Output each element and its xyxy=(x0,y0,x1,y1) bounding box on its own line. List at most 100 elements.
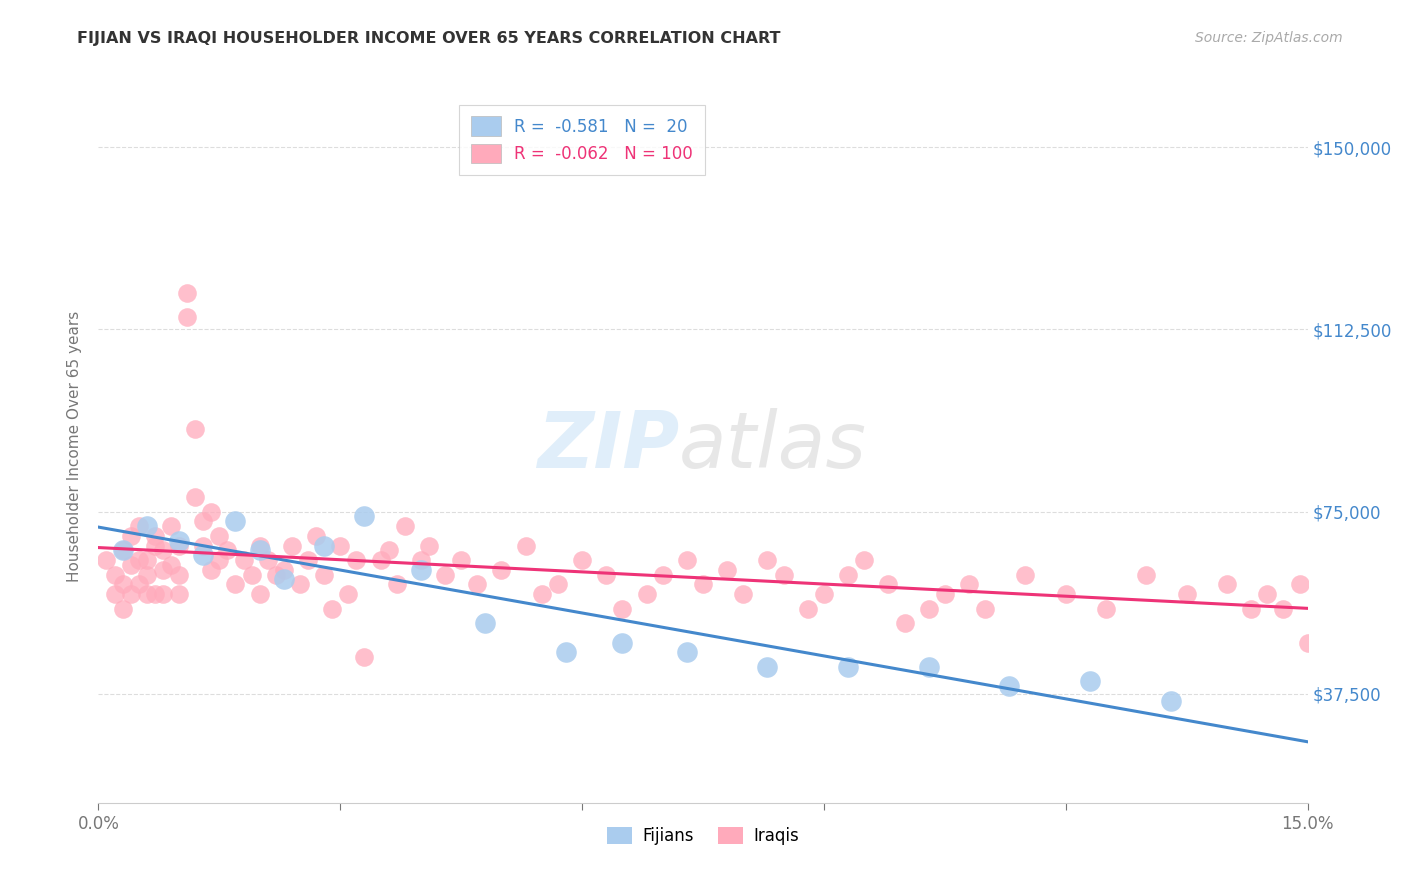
Point xyxy=(409,563,432,577)
Point xyxy=(208,529,231,543)
Point xyxy=(111,577,134,591)
Point xyxy=(337,587,360,601)
Point xyxy=(998,679,1021,693)
Point xyxy=(96,553,118,567)
Point xyxy=(434,567,457,582)
Point xyxy=(1288,577,1310,591)
Point xyxy=(515,539,537,553)
Point xyxy=(200,563,222,577)
Point xyxy=(232,553,254,567)
Point xyxy=(797,601,820,615)
Point xyxy=(344,553,367,567)
Point xyxy=(160,558,183,572)
Point xyxy=(208,553,231,567)
Point xyxy=(152,563,174,577)
Point xyxy=(128,553,150,567)
Point xyxy=(111,601,134,615)
Point xyxy=(353,650,375,665)
Point xyxy=(377,543,399,558)
Point xyxy=(530,587,553,601)
Point xyxy=(612,601,634,615)
Point xyxy=(1054,587,1077,601)
Point xyxy=(813,587,835,601)
Point xyxy=(1216,577,1239,591)
Point xyxy=(353,509,375,524)
Point xyxy=(692,577,714,591)
Point xyxy=(1240,601,1263,615)
Point xyxy=(193,548,215,562)
Point xyxy=(224,514,246,528)
Point xyxy=(281,539,304,553)
Point xyxy=(853,553,876,567)
Point xyxy=(465,577,488,591)
Text: ZIP: ZIP xyxy=(537,408,679,484)
Point xyxy=(837,567,859,582)
Point xyxy=(612,635,634,649)
Point xyxy=(474,616,496,631)
Point xyxy=(636,587,658,601)
Point xyxy=(135,587,157,601)
Point xyxy=(918,601,941,615)
Point xyxy=(837,660,859,674)
Point xyxy=(1135,567,1157,582)
Point xyxy=(128,577,150,591)
Point xyxy=(329,539,352,553)
Point xyxy=(756,553,779,567)
Point xyxy=(264,567,287,582)
Point xyxy=(934,587,956,601)
Point xyxy=(716,563,738,577)
Point xyxy=(491,563,513,577)
Point xyxy=(1095,601,1118,615)
Point xyxy=(1175,587,1198,601)
Point xyxy=(224,577,246,591)
Point xyxy=(143,539,166,553)
Point xyxy=(249,543,271,558)
Point xyxy=(193,539,215,553)
Point xyxy=(120,587,142,601)
Point xyxy=(1160,694,1182,708)
Point xyxy=(651,567,673,582)
Point xyxy=(152,543,174,558)
Point xyxy=(733,587,755,601)
Point xyxy=(143,529,166,543)
Point xyxy=(273,563,295,577)
Point xyxy=(160,519,183,533)
Point xyxy=(1272,601,1295,615)
Point xyxy=(305,529,328,543)
Point xyxy=(555,645,578,659)
Point xyxy=(957,577,980,591)
Point xyxy=(249,587,271,601)
Point xyxy=(103,567,125,582)
Point xyxy=(1078,674,1101,689)
Point xyxy=(450,553,472,567)
Point xyxy=(321,601,343,615)
Point xyxy=(595,567,617,582)
Point xyxy=(167,567,190,582)
Point xyxy=(893,616,915,631)
Point xyxy=(314,539,336,553)
Point xyxy=(249,539,271,553)
Point xyxy=(128,519,150,533)
Point xyxy=(297,553,319,567)
Point xyxy=(676,645,699,659)
Y-axis label: Householder Income Over 65 years: Householder Income Over 65 years xyxy=(67,310,83,582)
Point xyxy=(676,553,699,567)
Point xyxy=(1296,635,1319,649)
Point xyxy=(120,529,142,543)
Point xyxy=(273,573,295,587)
Point xyxy=(135,519,157,533)
Point xyxy=(120,558,142,572)
Point xyxy=(385,577,408,591)
Point xyxy=(547,577,569,591)
Point xyxy=(409,553,432,567)
Point xyxy=(193,514,215,528)
Point xyxy=(394,519,416,533)
Point xyxy=(135,553,157,567)
Point xyxy=(288,577,311,591)
Point xyxy=(1014,567,1036,582)
Point xyxy=(176,310,198,325)
Point xyxy=(877,577,900,591)
Text: Source: ZipAtlas.com: Source: ZipAtlas.com xyxy=(1195,31,1343,45)
Point xyxy=(152,587,174,601)
Point xyxy=(240,567,263,582)
